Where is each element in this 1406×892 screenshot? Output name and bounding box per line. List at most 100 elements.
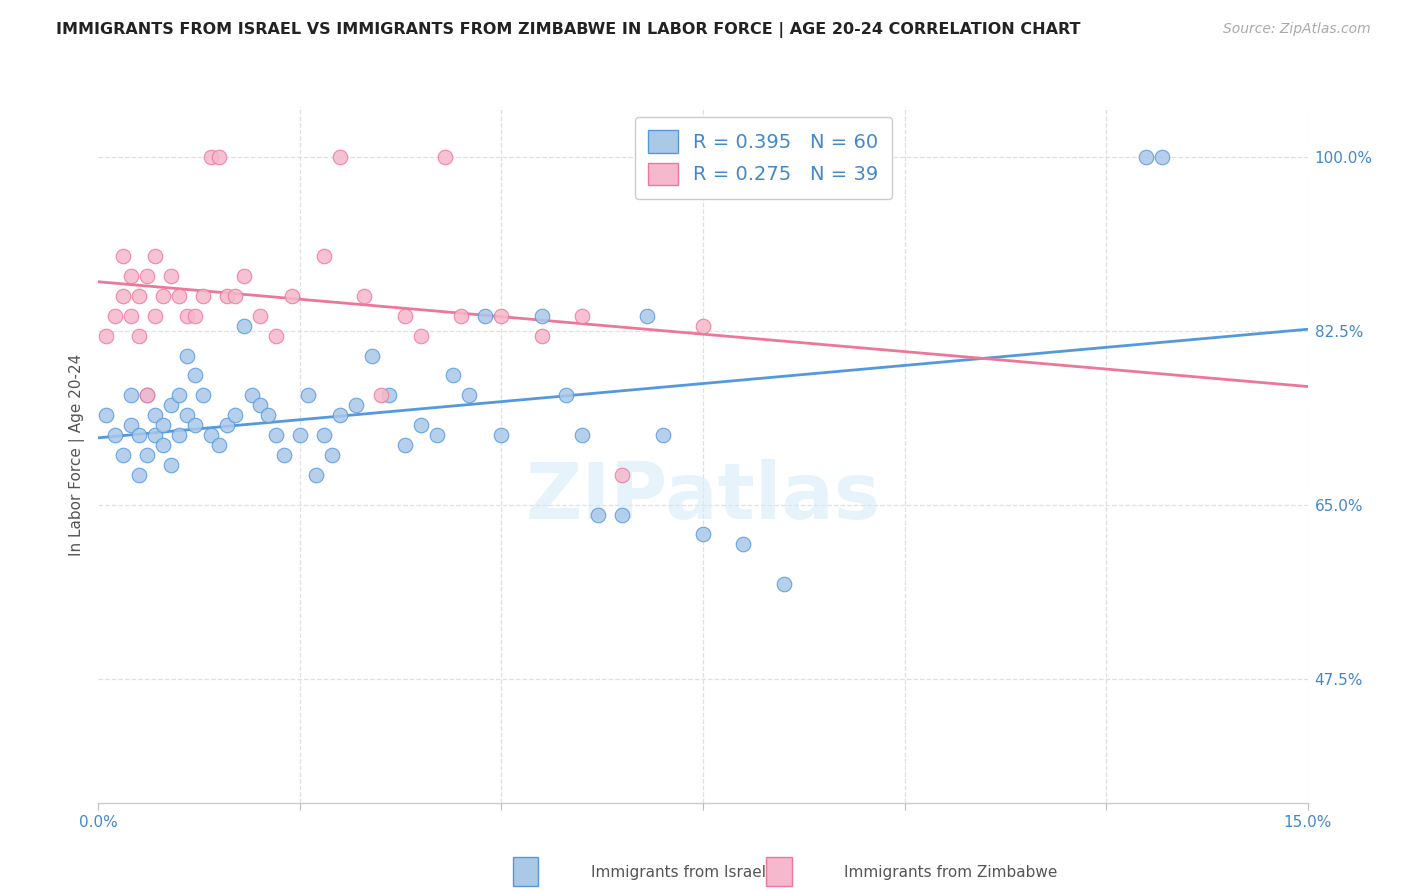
- Point: [409, 328, 432, 343]
- Point: [96, 408, 118, 422]
- Point: [772, 577, 794, 591]
- Point: [152, 438, 174, 452]
- Point: [491, 309, 513, 323]
- Point: [571, 428, 593, 442]
- Point: [571, 309, 593, 323]
- Point: [217, 418, 239, 433]
- Point: [184, 418, 207, 433]
- Point: [152, 418, 174, 433]
- Point: [135, 388, 157, 402]
- Point: [103, 428, 125, 442]
- Point: [612, 508, 634, 522]
- Point: [200, 428, 222, 442]
- Text: ZIPatlas: ZIPatlas: [526, 458, 880, 534]
- Point: [344, 398, 367, 412]
- Text: Immigrants from Zimbabwe: Immigrants from Zimbabwe: [844, 865, 1057, 880]
- Point: [264, 328, 287, 343]
- Point: [314, 249, 336, 263]
- Point: [128, 289, 150, 303]
- Point: [224, 289, 246, 303]
- Point: [264, 428, 287, 442]
- Point: [143, 309, 166, 323]
- Point: [135, 388, 157, 402]
- Point: [135, 268, 157, 283]
- Point: [111, 249, 134, 263]
- Point: [103, 309, 125, 323]
- Point: [555, 388, 578, 402]
- Point: [167, 289, 190, 303]
- Point: [217, 289, 239, 303]
- Point: [128, 328, 150, 343]
- Point: [224, 408, 246, 422]
- Point: [143, 408, 166, 422]
- Point: [281, 289, 304, 303]
- Point: [208, 150, 231, 164]
- Point: [530, 309, 553, 323]
- Point: [111, 289, 134, 303]
- Point: [450, 309, 472, 323]
- Point: [530, 328, 553, 343]
- Text: Source: ZipAtlas.com: Source: ZipAtlas.com: [1223, 22, 1371, 37]
- Point: [193, 289, 215, 303]
- Point: [474, 309, 496, 323]
- Point: [240, 388, 263, 402]
- Point: [692, 318, 714, 333]
- Point: [361, 349, 384, 363]
- Point: [256, 408, 278, 422]
- Point: [120, 418, 142, 433]
- Point: [184, 368, 207, 383]
- Point: [612, 467, 634, 482]
- Point: [651, 428, 673, 442]
- Point: [208, 438, 231, 452]
- Point: [193, 388, 215, 402]
- Point: [128, 428, 150, 442]
- Point: [305, 467, 328, 482]
- Point: [394, 438, 416, 452]
- Point: [636, 309, 658, 323]
- Point: [176, 408, 198, 422]
- Point: [434, 150, 457, 164]
- Point: [160, 268, 183, 283]
- Point: [143, 428, 166, 442]
- Point: [143, 249, 166, 263]
- Point: [409, 418, 432, 433]
- Point: [491, 428, 513, 442]
- Point: [120, 268, 142, 283]
- Point: [288, 428, 311, 442]
- Point: [96, 328, 118, 343]
- Point: [1135, 150, 1157, 164]
- Point: [232, 318, 254, 333]
- Point: [160, 398, 183, 412]
- Point: [152, 289, 174, 303]
- Point: [176, 349, 198, 363]
- Point: [232, 268, 254, 283]
- Point: [329, 150, 352, 164]
- Point: [314, 428, 336, 442]
- Point: [586, 508, 609, 522]
- Point: [135, 448, 157, 462]
- Point: [353, 289, 375, 303]
- Point: [441, 368, 464, 383]
- Point: [160, 458, 183, 472]
- Point: [176, 309, 198, 323]
- Text: Immigrants from Israel: Immigrants from Israel: [591, 865, 765, 880]
- Point: [370, 388, 392, 402]
- Point: [120, 388, 142, 402]
- Point: [297, 388, 319, 402]
- Point: [1152, 150, 1174, 164]
- Point: [394, 309, 416, 323]
- Point: [167, 428, 190, 442]
- Point: [249, 309, 271, 323]
- Point: [120, 309, 142, 323]
- Point: [329, 408, 352, 422]
- Point: [167, 388, 190, 402]
- Point: [111, 448, 134, 462]
- Point: [321, 448, 343, 462]
- Point: [377, 388, 399, 402]
- Text: IMMIGRANTS FROM ISRAEL VS IMMIGRANTS FROM ZIMBABWE IN LABOR FORCE | AGE 20-24 CO: IMMIGRANTS FROM ISRAEL VS IMMIGRANTS FRO…: [56, 22, 1081, 38]
- Point: [249, 398, 271, 412]
- Point: [128, 467, 150, 482]
- Point: [692, 527, 714, 541]
- Legend: R = 0.395   N = 60, R = 0.275   N = 39: R = 0.395 N = 60, R = 0.275 N = 39: [636, 117, 891, 199]
- Point: [184, 309, 207, 323]
